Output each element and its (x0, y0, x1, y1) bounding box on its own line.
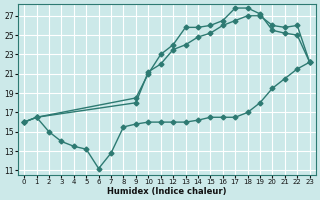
X-axis label: Humidex (Indice chaleur): Humidex (Indice chaleur) (107, 187, 227, 196)
